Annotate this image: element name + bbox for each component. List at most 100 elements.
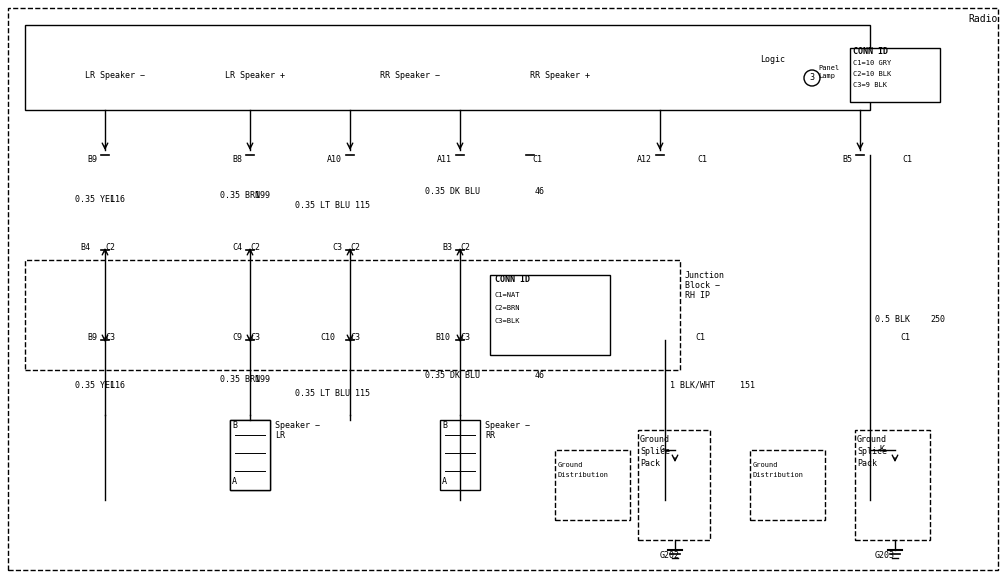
Text: 115: 115	[355, 389, 370, 397]
Text: G202: G202	[659, 550, 679, 559]
Text: B3: B3	[442, 243, 452, 252]
Text: C1: C1	[899, 334, 909, 343]
Text: 116: 116	[110, 381, 125, 389]
Text: 0.35 BRN: 0.35 BRN	[219, 190, 260, 200]
Text: A10: A10	[327, 155, 342, 164]
Text: C1=10 GRY: C1=10 GRY	[852, 60, 891, 66]
Text: 46: 46	[534, 370, 544, 380]
Text: C3: C3	[332, 243, 342, 252]
Text: Junction: Junction	[684, 270, 724, 279]
Text: 0.35 LT BLU: 0.35 LT BLU	[295, 201, 350, 209]
Text: B: B	[231, 420, 236, 430]
Text: 0.5 BLK: 0.5 BLK	[874, 316, 909, 324]
Text: B9: B9	[87, 334, 97, 343]
Text: C3: C3	[460, 334, 470, 343]
Text: 0.35 BRN: 0.35 BRN	[219, 375, 260, 385]
Text: 151: 151	[739, 381, 755, 389]
Text: C3: C3	[249, 334, 260, 343]
Text: C3=9 BLK: C3=9 BLK	[852, 82, 886, 88]
Text: 1 BLK/WHT: 1 BLK/WHT	[669, 381, 714, 389]
FancyBboxPatch shape	[229, 420, 270, 490]
Text: 0.35 DK BLU: 0.35 DK BLU	[425, 370, 480, 380]
Text: 3: 3	[809, 74, 814, 82]
Text: 0.35 YEL: 0.35 YEL	[75, 381, 115, 389]
Text: G: G	[659, 446, 664, 454]
Text: C3: C3	[105, 334, 115, 343]
Text: C3=BLK: C3=BLK	[495, 318, 520, 324]
Bar	[25, 25, 869, 110]
Text: 199: 199	[255, 375, 270, 385]
Bar	[849, 48, 939, 102]
Text: C1: C1	[696, 155, 706, 164]
Text: Lamp: Lamp	[818, 73, 835, 79]
Text: C1: C1	[901, 155, 911, 164]
Text: C9: C9	[231, 334, 241, 343]
Text: 199: 199	[255, 190, 270, 200]
Bar	[854, 430, 929, 540]
Text: Pack: Pack	[639, 459, 659, 469]
Text: Speaker −: Speaker −	[275, 420, 320, 430]
Text: G203: G203	[874, 550, 894, 559]
Text: B5: B5	[841, 155, 851, 164]
Text: A11: A11	[437, 155, 452, 164]
Text: B8: B8	[231, 155, 241, 164]
Text: Ground: Ground	[557, 462, 583, 468]
Text: Ground: Ground	[639, 435, 669, 444]
Text: LR: LR	[275, 431, 285, 439]
Text: C1: C1	[531, 155, 541, 164]
Text: Splice: Splice	[856, 447, 886, 457]
Text: 250: 250	[929, 316, 944, 324]
Text: LR Speaker −: LR Speaker −	[85, 71, 145, 79]
Text: K: K	[879, 446, 884, 454]
Text: RR: RR	[485, 431, 495, 439]
Text: LR Speaker +: LR Speaker +	[224, 71, 285, 79]
Text: RR Speaker −: RR Speaker −	[380, 71, 440, 79]
Text: 0.35 DK BLU: 0.35 DK BLU	[425, 187, 480, 197]
Text: Logic: Logic	[760, 56, 785, 64]
Text: A: A	[442, 477, 447, 486]
Text: CONN ID: CONN ID	[852, 48, 887, 56]
Text: RR Speaker +: RR Speaker +	[529, 71, 589, 79]
Text: Ground: Ground	[753, 462, 778, 468]
Text: 0.35 YEL: 0.35 YEL	[75, 196, 115, 205]
Bar	[440, 420, 480, 490]
Text: C1=NAT: C1=NAT	[495, 292, 520, 298]
Text: A: A	[231, 477, 236, 486]
Text: C10: C10	[320, 334, 335, 343]
Text: Pack: Pack	[856, 459, 876, 469]
Text: Distribution: Distribution	[557, 472, 608, 478]
Text: B10: B10	[435, 334, 450, 343]
Text: C2: C2	[105, 243, 115, 252]
Text: Splice: Splice	[639, 447, 669, 457]
Text: Panel: Panel	[818, 65, 839, 71]
Text: Speaker −: Speaker −	[485, 420, 529, 430]
Text: 115: 115	[355, 201, 370, 209]
Bar	[749, 450, 825, 520]
Text: B: B	[442, 420, 447, 430]
Text: 0.35 LT BLU: 0.35 LT BLU	[295, 389, 350, 397]
Text: B9: B9	[87, 155, 97, 164]
Text: Block −: Block −	[684, 281, 719, 289]
Text: C2: C2	[460, 243, 470, 252]
Bar	[490, 275, 609, 355]
Bar	[25, 260, 679, 370]
Text: C3: C3	[350, 334, 360, 343]
Text: C4: C4	[231, 243, 241, 252]
Text: C2=10 BLK: C2=10 BLK	[852, 71, 891, 77]
Text: Ground: Ground	[856, 435, 886, 444]
Text: C2: C2	[249, 243, 260, 252]
Bar	[554, 450, 629, 520]
Text: RH IP: RH IP	[684, 290, 709, 300]
Text: Radio: Radio	[967, 14, 996, 24]
Text: B4: B4	[80, 243, 90, 252]
Text: A12: A12	[636, 155, 651, 164]
Text: 116: 116	[110, 196, 125, 205]
Text: Distribution: Distribution	[753, 472, 804, 478]
Text: 46: 46	[534, 187, 544, 197]
Text: C2: C2	[350, 243, 360, 252]
Bar	[637, 430, 709, 540]
Text: C1: C1	[694, 334, 704, 343]
Bar	[229, 420, 270, 490]
Text: C2=BRN: C2=BRN	[495, 305, 520, 311]
Text: CONN ID: CONN ID	[495, 275, 529, 285]
